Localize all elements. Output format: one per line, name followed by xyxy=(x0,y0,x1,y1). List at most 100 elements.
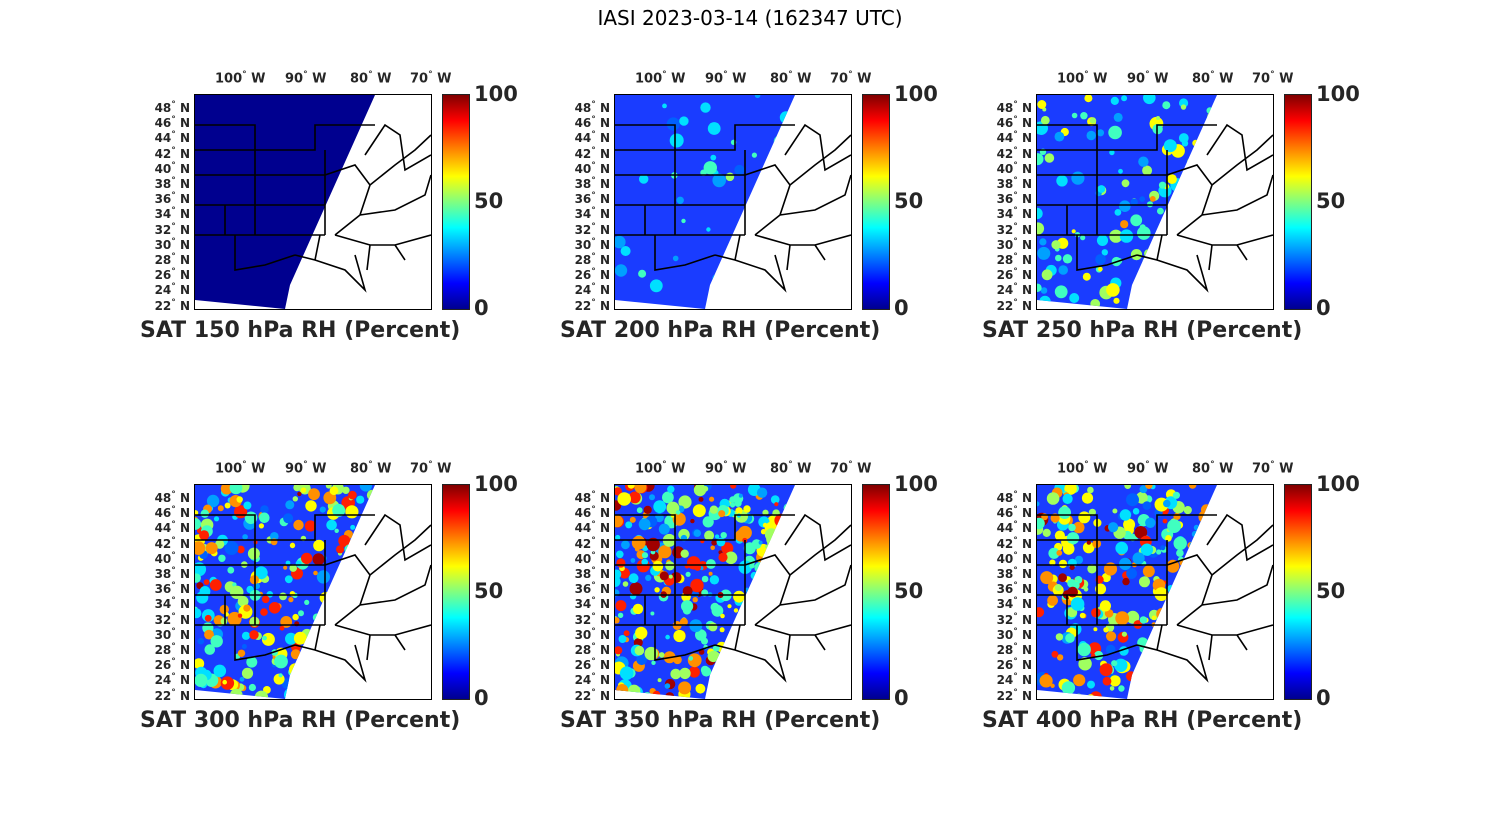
rh-sample xyxy=(1074,555,1084,564)
rh-sample xyxy=(1162,518,1168,524)
rh-sample xyxy=(758,540,763,545)
rh-sample xyxy=(618,635,627,643)
rh-sample xyxy=(195,573,201,583)
rh-sample xyxy=(651,660,656,665)
rh-sample xyxy=(381,499,392,510)
rh-sample xyxy=(1166,559,1180,573)
rh-sample xyxy=(718,510,726,518)
rh-sample xyxy=(1219,689,1233,699)
lon-tick-label: 90° W xyxy=(705,70,747,87)
rh-sample xyxy=(316,570,330,584)
colorbar-tick-max: 100 xyxy=(474,472,518,496)
satellite-swath xyxy=(615,95,795,309)
rh-sample xyxy=(809,485,816,490)
colorbar-tick-min: 0 xyxy=(1316,686,1331,710)
panel-label: SAT 350 hPa RH (Percent) xyxy=(560,708,881,733)
rh-sample xyxy=(1168,602,1183,617)
rh-sample xyxy=(794,663,795,675)
rh-sample xyxy=(615,646,623,655)
rh-sample xyxy=(1102,676,1112,686)
rh-sample xyxy=(1175,194,1189,209)
rh-sample xyxy=(329,598,342,611)
rh-map xyxy=(614,484,852,700)
rh-sample xyxy=(802,521,810,529)
rh-sample xyxy=(1137,226,1151,240)
rh-sample xyxy=(1139,196,1145,202)
rh-sample xyxy=(1071,112,1078,119)
rh-sample xyxy=(1080,112,1088,120)
lat-tick-label: 30° N xyxy=(996,626,1032,642)
lon-tick-label: 100° W xyxy=(635,70,686,87)
rh-sample xyxy=(738,525,752,540)
rh-sample xyxy=(230,585,244,599)
rh-sample xyxy=(1140,685,1148,692)
lon-tick-label: 70° W xyxy=(410,460,452,477)
lat-tick-label: 24° N xyxy=(574,672,610,688)
colorbar-tick-min: 0 xyxy=(474,686,489,710)
rh-sample xyxy=(762,664,775,678)
lon-tick-label: 100° W xyxy=(635,460,686,477)
rh-sample xyxy=(748,694,756,699)
lon-tick-label: 80° W xyxy=(770,460,812,477)
rh-sample xyxy=(1215,558,1217,564)
rh-sample xyxy=(675,510,681,515)
rh-sample xyxy=(1114,209,1122,216)
rh-field xyxy=(615,485,816,699)
rh-sample xyxy=(1040,571,1054,585)
rh-sample xyxy=(314,619,320,625)
rh-sample xyxy=(665,634,670,640)
rh-sample xyxy=(1118,685,1125,692)
rh-sample xyxy=(378,686,382,690)
lat-tick-label: 30° N xyxy=(574,236,610,252)
rh-sample xyxy=(260,505,269,514)
rh-sample xyxy=(763,637,775,649)
rh-sample xyxy=(673,629,686,643)
rh-sample xyxy=(1087,564,1097,574)
rh-sample xyxy=(1218,652,1227,661)
rh-sample xyxy=(1180,197,1194,211)
rh-sample xyxy=(712,274,721,282)
rh-sample xyxy=(1119,229,1134,243)
rh-sample xyxy=(1051,240,1061,250)
rh-sample xyxy=(617,612,624,618)
rh-sample xyxy=(1062,543,1075,555)
rh-sample xyxy=(283,565,288,570)
rh-sample xyxy=(237,613,243,618)
map-canvas xyxy=(195,95,431,309)
rh-sample xyxy=(737,679,742,684)
lon-tick-label: 90° W xyxy=(705,460,747,477)
rh-sample xyxy=(1184,279,1191,286)
rh-sample xyxy=(350,631,362,643)
rh-sample xyxy=(1176,549,1184,557)
rh-sample xyxy=(1232,652,1238,658)
rh-sample xyxy=(1217,238,1223,244)
rh-sample xyxy=(1093,627,1098,632)
rh-sample xyxy=(1056,654,1064,661)
rh-sample xyxy=(693,485,707,497)
lat-tick-label: 22° N xyxy=(996,297,1032,313)
map-panel-300: 100° W 90° W 80° W 70° W 48° N 46° N 44° N 42° … xyxy=(140,460,520,760)
rh-sample xyxy=(690,518,695,524)
rh-sample xyxy=(1108,522,1119,533)
rh-sample xyxy=(301,552,313,565)
rh-sample xyxy=(195,608,202,619)
rh-sample xyxy=(1089,117,1097,124)
rh-sample xyxy=(1169,304,1175,309)
rh-sample xyxy=(375,683,389,697)
rh-sample xyxy=(718,691,730,699)
rh-sample xyxy=(1203,615,1213,625)
rh-sample xyxy=(305,500,317,512)
rh-sample xyxy=(1198,510,1212,524)
rh-sample xyxy=(1215,237,1217,245)
rh-sample xyxy=(339,665,350,677)
rh-sample xyxy=(668,574,673,579)
lat-tick-label: 32° N xyxy=(996,611,1032,627)
rh-sample xyxy=(1166,690,1180,699)
rh-sample xyxy=(1181,140,1189,147)
lat-tick-label: 36° N xyxy=(996,191,1032,207)
rh-sample xyxy=(312,553,325,566)
rh-sample xyxy=(679,618,688,626)
rh-sample xyxy=(1173,536,1187,551)
rh-sample xyxy=(1097,266,1103,272)
rh-sample xyxy=(1054,530,1065,541)
